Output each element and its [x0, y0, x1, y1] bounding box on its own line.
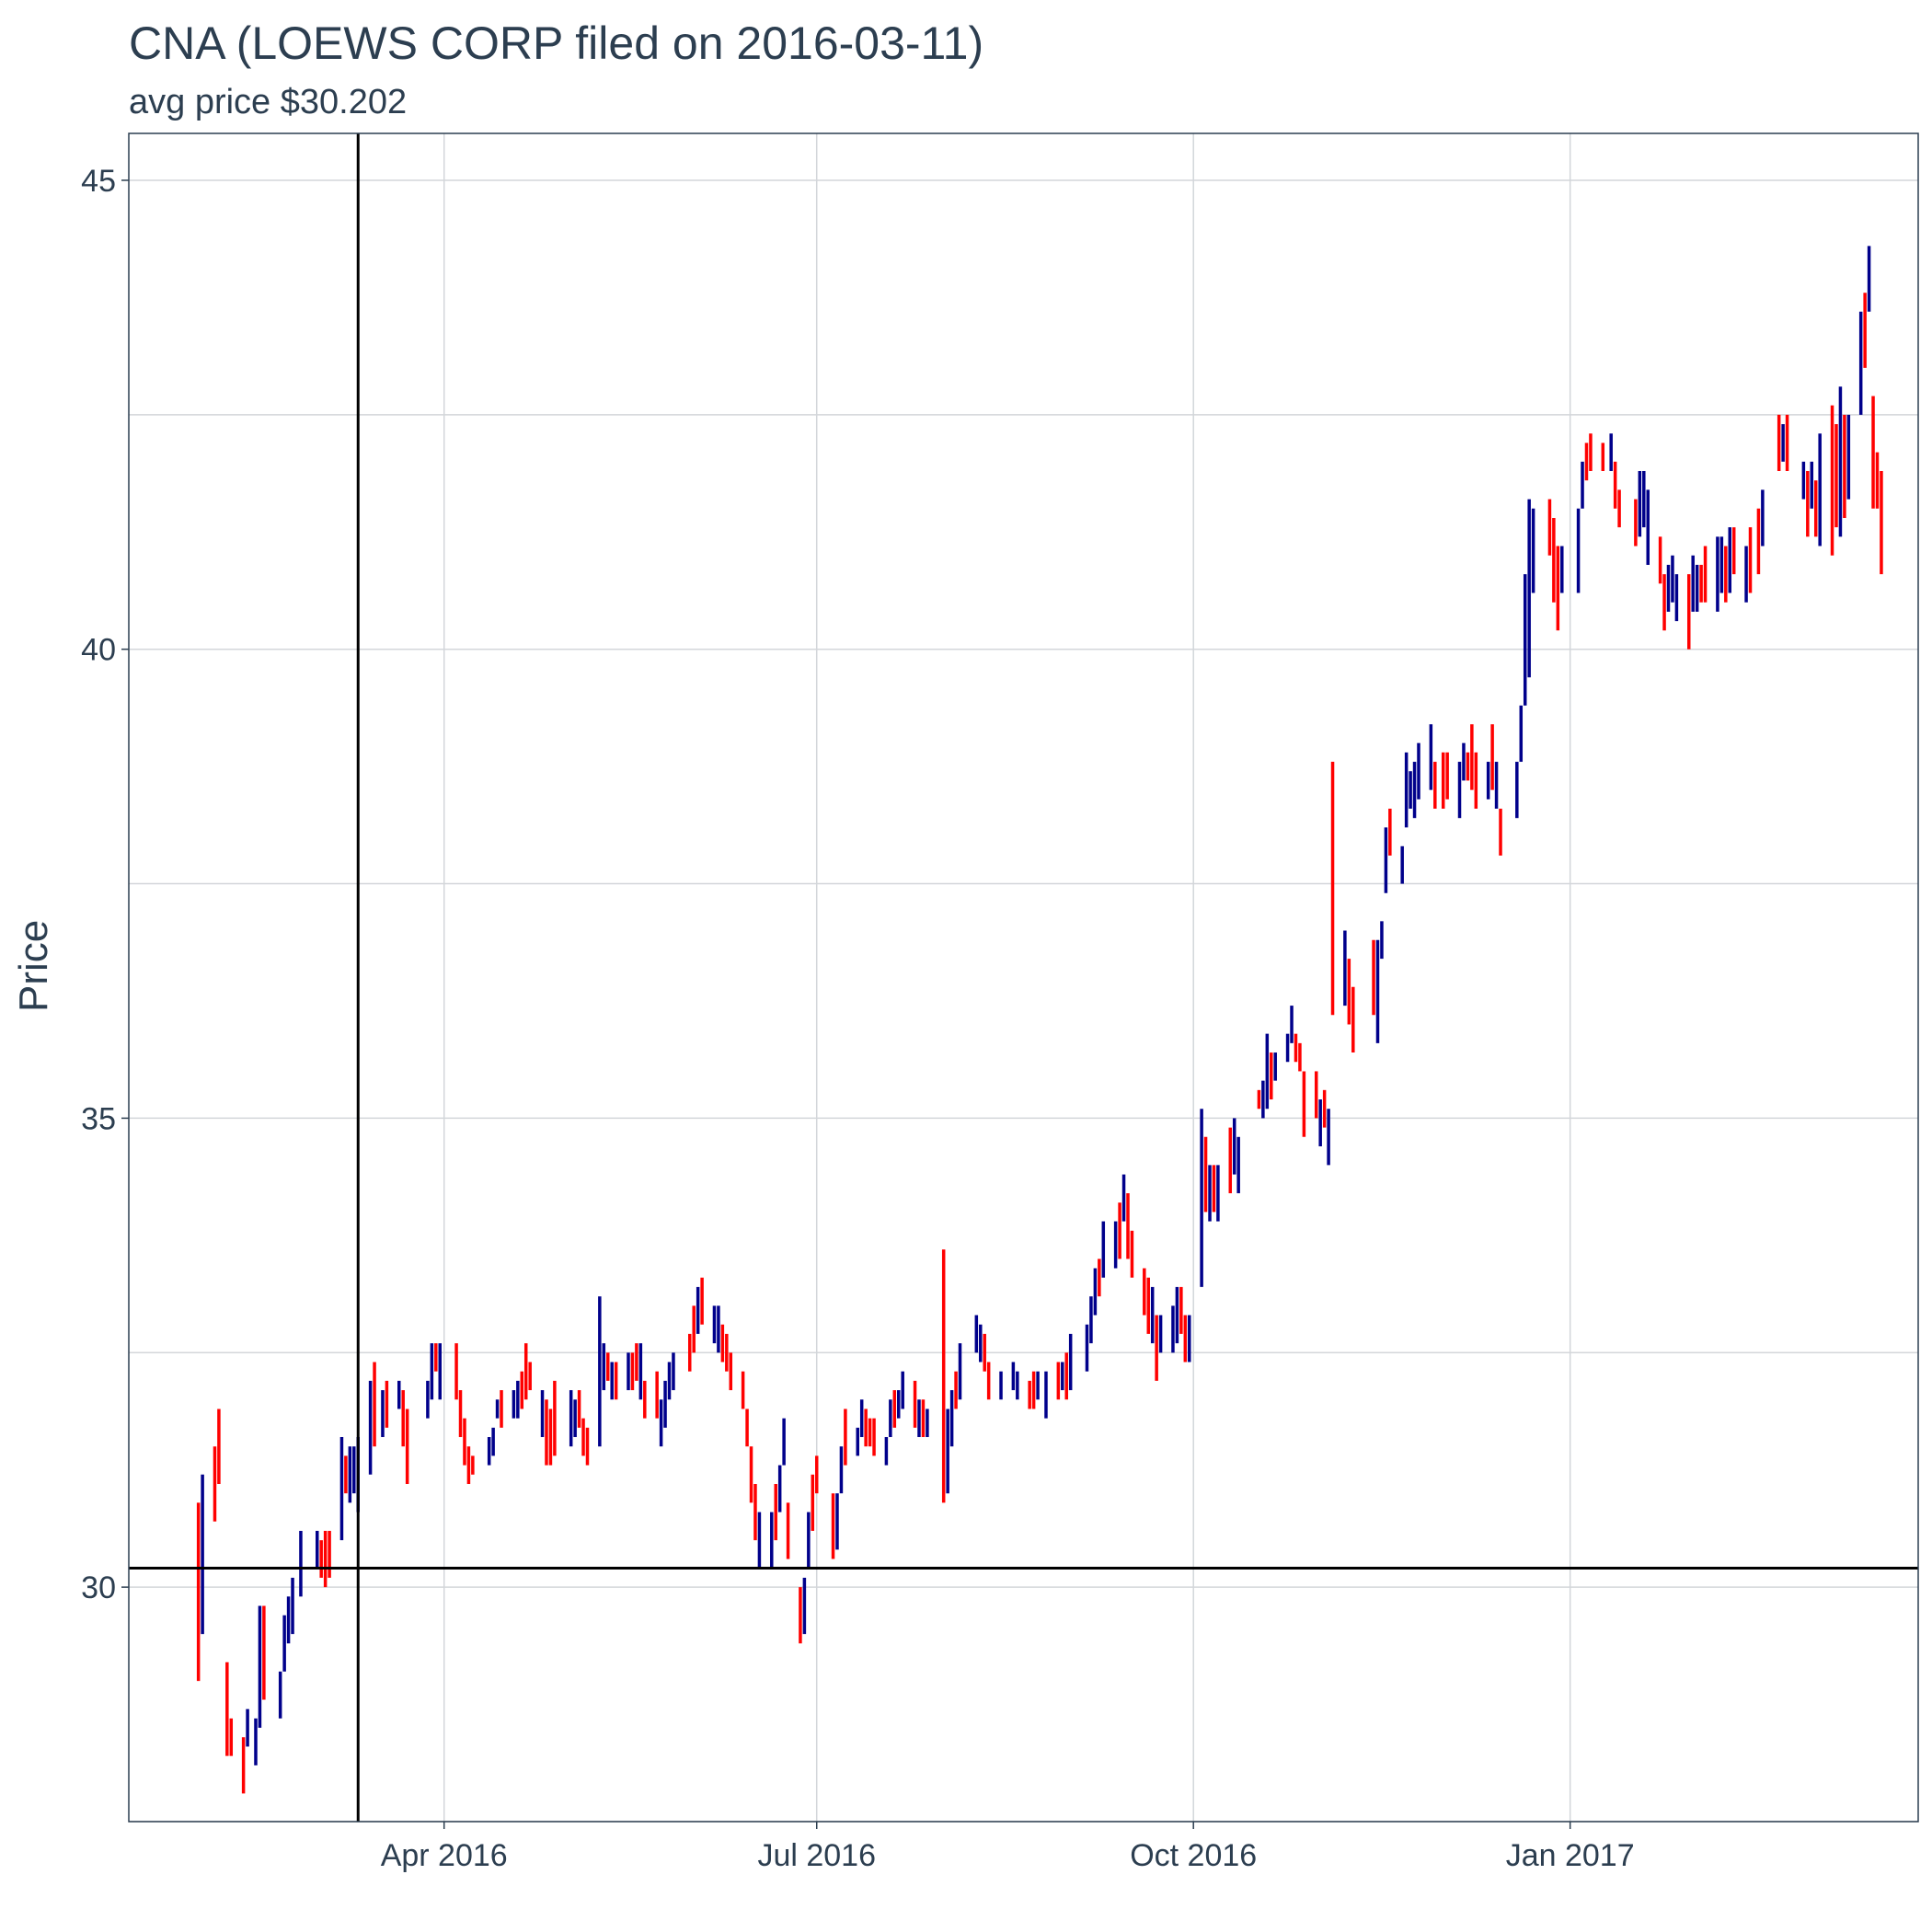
x-tick-label: Oct 2016	[1130, 1838, 1257, 1873]
ohlc-bars	[196, 246, 1883, 1794]
x-tick-label: Jul 2016	[757, 1838, 876, 1873]
chart-title: CNA (LOEWS CORP filed on 2016-03-11)	[129, 17, 984, 69]
y-tick-label: 45	[81, 164, 116, 199]
grid-lines	[129, 133, 1918, 1823]
plot-frame	[128, 132, 1919, 1823]
axes: 30 35 40 45 Apr 2016 Jul 2016 Oct 2016 Jan 2017	[81, 164, 1634, 1873]
reference-lines	[129, 133, 1918, 1822]
chart-subtitle: avg price $30.202	[129, 83, 408, 121]
x-tick-label: Jan 2017	[1506, 1838, 1635, 1873]
y-tick-label: 30	[81, 1570, 116, 1605]
x-tick-label: Apr 2016	[381, 1838, 508, 1873]
y-tick-label: 35	[81, 1101, 116, 1136]
y-tick-label: 40	[81, 633, 116, 668]
